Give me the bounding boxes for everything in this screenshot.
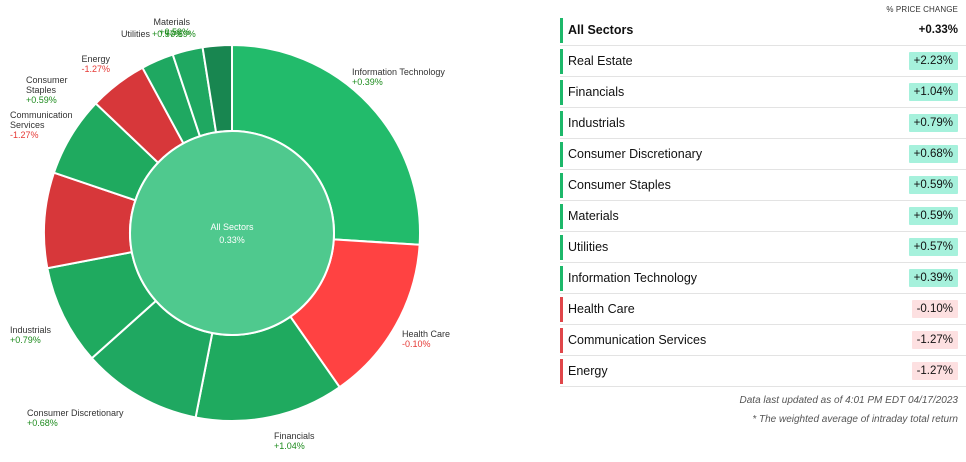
sign-indicator-bar [560,173,563,198]
table-row[interactable]: Materials +0.59% [560,202,966,232]
price-change-value: -1.27% [911,362,958,380]
slice-value-financials: +1.04% [274,441,305,451]
sign-indicator-bar [560,111,563,136]
column-header: % PRICE CHANGE [886,5,958,14]
price-change-value: +0.59% [908,176,958,194]
table-row[interactable]: Health Care -0.10% [560,295,966,325]
slice-label-consumer-discretionary: Consumer Discretionary [27,408,124,418]
slice-value-communication-services: -1.27% [10,130,39,140]
sector-name: Utilities [568,240,609,254]
price-change-value: +0.79% [908,114,958,132]
center-label: All Sectors [210,222,254,232]
slice-label-consumer-staples: Staples [26,85,57,95]
slice-value-industrials: +0.79% [10,335,41,345]
table-row[interactable]: Financials +1.04% [560,78,966,108]
price-change-value: +1.04% [908,83,958,101]
slice-value-utilities: +0.57% [152,29,183,39]
table-row[interactable]: Utilities +0.57% [560,233,966,263]
slice-label-energy: Energy [81,54,110,64]
sign-indicator-bar [560,49,563,74]
slice-label-materials: Materials [153,17,190,27]
last-updated-note: Data last updated as of 4:01 PM EDT 04/1… [739,395,958,406]
sign-indicator-bar [560,142,563,167]
sector-name: Consumer Discretionary [568,147,703,161]
sign-indicator-bar [560,328,563,353]
slice-label-communication-services: Communication [10,110,73,120]
price-change-value: -0.10% [911,300,958,318]
slice-value-health-care: -0.10% [402,339,431,349]
sign-indicator-bar [560,235,563,260]
table-row[interactable]: Consumer Discretionary +0.68% [560,140,966,170]
donut-center [129,130,335,336]
table-row[interactable]: Information Technology +0.39% [560,264,966,294]
table-row[interactable]: Communication Services -1.27% [560,326,966,356]
sector-name: Real Estate [568,54,633,68]
sign-indicator-bar [560,18,563,43]
slice-value-materials-inline: +0.59% [165,29,196,39]
slice-value-information-technology: +0.39% [352,77,383,87]
price-change-value: +0.59% [908,207,958,225]
table-row[interactable]: Consumer Staples +0.59% [560,171,966,201]
sector-name: All Sectors [568,23,634,37]
slice-label-communication-services: Services [10,120,45,130]
slice-value-energy: -1.27% [81,64,110,74]
sign-indicator-bar [560,297,563,322]
sign-indicator-bar [560,359,563,384]
slice-value-materials: +0.59% [159,27,190,37]
price-change-value: +0.33% [918,24,958,36]
table-row[interactable]: Industrials +0.79% [560,109,966,139]
slice-label-financials: Financials [274,431,315,441]
slice-value-consumer-staples: +0.59% [26,95,57,105]
sector-name: Industrials [568,116,625,130]
price-change-value: -1.27% [911,331,958,349]
sign-indicator-bar [560,80,563,105]
sector-name: Health Care [568,302,635,316]
slice-label-health-care: Health Care [402,329,450,339]
sector-name: Information Technology [568,271,698,285]
table-row[interactable]: Energy -1.27% [560,357,966,387]
weighted-average-note: * The weighted average of intraday total… [752,414,958,425]
sign-indicator-bar [560,204,563,229]
sign-indicator-bar [560,266,563,291]
slice-label-utilities: Utilities [121,29,151,39]
table-row-total[interactable]: All Sectors +0.33% [560,16,966,46]
center-value: 0.33% [219,235,245,245]
table-row[interactable]: Real Estate +2.23% [560,47,966,77]
price-change-value: +2.23% [908,52,958,70]
price-change-value: +0.39% [908,269,958,287]
slice-label-industrials: Industrials [10,325,52,335]
sector-rows: All Sectors +0.33% Real Estate +2.23% Financ… [560,16,966,388]
price-change-value: +0.68% [908,145,958,163]
sector-name: Consumer Staples [568,178,671,192]
slice-value-consumer-discretionary: +0.68% [27,418,58,428]
sector-name: Communication Services [568,333,707,347]
slice-label-information-technology: Information Technology [352,67,445,77]
slice-label-consumer-staples: Consumer [26,75,68,85]
price-change-value: +0.57% [908,238,958,256]
sector-name: Financials [568,85,625,99]
sector-name: Materials [568,209,619,223]
sector-name: Energy [568,364,608,378]
